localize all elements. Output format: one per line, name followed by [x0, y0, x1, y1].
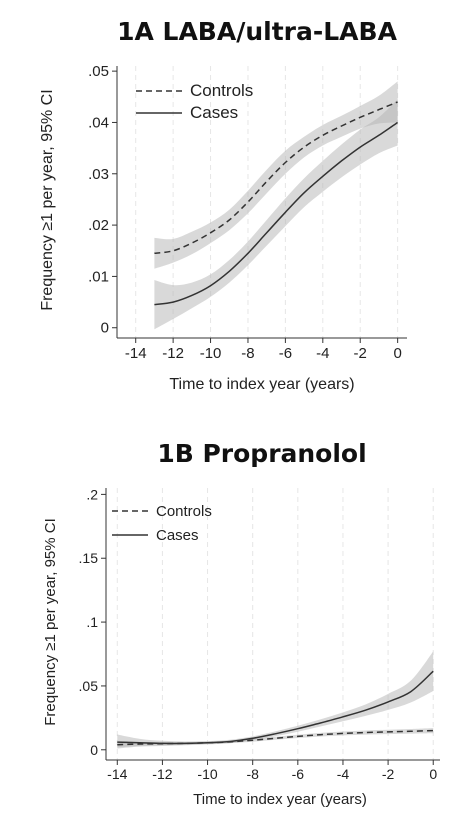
x-tick-label: -14: [125, 345, 147, 362]
x-tick-label: -4: [337, 766, 350, 782]
x-tick-label: 0: [393, 345, 401, 362]
y-tick-label: 0: [90, 742, 98, 758]
y-tick-label: .05: [79, 678, 99, 694]
chart-1b: 1B Propranolol Frequency ≥1 per year, 95…: [42, 439, 440, 808]
x-tick-label: -6: [292, 766, 305, 782]
y-tick-label: .04: [88, 114, 109, 131]
x-tick-label: -2: [354, 345, 367, 362]
x-tick-label: -8: [246, 766, 259, 782]
x-tick-label: 0: [429, 766, 437, 782]
x-axis-label: Time to index year (years): [193, 791, 367, 808]
y-tick-label: .05: [88, 63, 109, 80]
series-line: [154, 121, 399, 306]
x-tick-label: -2: [382, 766, 395, 782]
y-tick-label: .15: [79, 550, 99, 566]
y-axis-label: Frequency ≥1 per year, 95% CI: [42, 518, 59, 726]
y-tick-label: .02: [88, 217, 109, 234]
x-tick-label: -4: [316, 345, 329, 362]
series-line: [117, 670, 434, 745]
x-tick-label: -8: [241, 345, 254, 362]
plot-area: [106, 488, 440, 760]
y-tick-label: .01: [88, 268, 109, 285]
x-tick-label: -6: [279, 345, 292, 362]
y-tick-label: 0: [101, 320, 109, 337]
legend-label: Cases: [156, 527, 199, 544]
x-tick-label: -10: [197, 766, 217, 782]
chart-1a: 1A LABA/ultra-LABA Frequency ≥1 per year…: [39, 17, 407, 393]
chart-title: 1A LABA/ultra-LABA: [117, 17, 397, 46]
chart-title: 1B Propranolol: [157, 439, 366, 468]
y-axis-label: Frequency ≥1 per year, 95% CI: [39, 89, 56, 310]
x-tick-label: -12: [152, 766, 172, 782]
series-line: [154, 101, 398, 255]
legend-label: Controls: [156, 503, 212, 520]
x-tick-label: -10: [200, 345, 222, 362]
x-tick-label: -12: [162, 345, 184, 362]
x-tick-label: -14: [107, 766, 127, 782]
y-tick-label: .03: [88, 166, 109, 183]
y-tick-label: .1: [86, 614, 98, 630]
x-axis-label: Time to index year (years): [169, 376, 354, 393]
ci-band: [154, 99, 398, 330]
y-tick-label: .2: [86, 486, 98, 502]
legend-label: Controls: [190, 81, 253, 100]
legend-label: Cases: [190, 103, 238, 122]
